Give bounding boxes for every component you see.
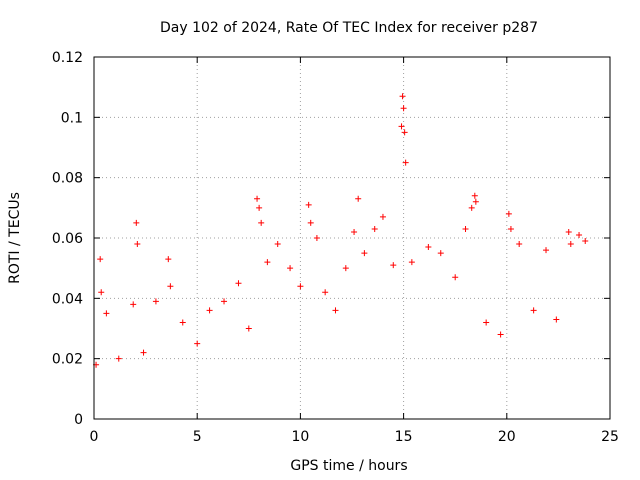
data-point (258, 219, 265, 226)
data-point (165, 256, 172, 263)
data-points (93, 93, 589, 368)
data-point (471, 192, 478, 199)
data-point (516, 241, 523, 248)
data-point (287, 265, 294, 272)
data-point (322, 289, 329, 296)
x-tick-label: 15 (395, 429, 413, 445)
data-point (355, 195, 362, 202)
data-point (361, 250, 368, 257)
data-point (483, 319, 490, 326)
data-point (254, 195, 261, 202)
data-point (543, 247, 550, 254)
data-point (567, 241, 574, 248)
data-point (305, 201, 312, 208)
data-point (130, 301, 137, 308)
data-point (462, 225, 469, 232)
data-point (505, 210, 512, 217)
data-point (371, 225, 378, 232)
data-point (98, 289, 105, 296)
data-point (221, 298, 228, 305)
data-point (400, 105, 407, 112)
data-point (530, 307, 537, 314)
data-point (307, 219, 314, 226)
data-point (401, 129, 408, 136)
data-point (553, 316, 560, 323)
y-tick-label: 0 (74, 412, 83, 428)
data-point (103, 310, 110, 317)
data-point (472, 198, 479, 205)
y-axis-label: ROTI / TECUs (7, 192, 23, 284)
data-point (274, 241, 281, 248)
x-tick-label: 10 (291, 429, 309, 445)
y-tick-label: 0.02 (52, 352, 83, 368)
data-point (408, 259, 415, 266)
data-point (332, 307, 339, 314)
data-point (167, 283, 174, 290)
data-point (115, 355, 122, 362)
data-point (179, 319, 186, 326)
data-point (576, 231, 583, 238)
y-tick-label: 0.04 (52, 291, 83, 307)
data-point (379, 213, 386, 220)
data-point (507, 225, 514, 232)
data-point (313, 235, 320, 241)
data-point (297, 283, 304, 290)
grid-lines (94, 57, 610, 419)
data-point (452, 274, 459, 281)
y-tick-label: 0.12 (52, 50, 83, 66)
y-tick-label: 0.1 (61, 110, 83, 126)
data-point (402, 159, 409, 166)
data-point (245, 325, 252, 332)
data-point (468, 204, 475, 211)
data-point (194, 340, 201, 347)
data-point (342, 265, 349, 272)
data-point (206, 307, 213, 314)
data-point (140, 349, 147, 356)
x-tick-label: 20 (498, 429, 516, 445)
data-point (425, 244, 432, 251)
data-point (582, 238, 589, 245)
x-tick-label: 25 (601, 429, 619, 445)
data-point (390, 262, 397, 269)
data-point (152, 298, 159, 305)
data-point (437, 250, 444, 257)
data-point (264, 259, 271, 266)
data-point (133, 219, 140, 226)
data-point (97, 256, 104, 263)
data-point (235, 280, 242, 287)
x-tick-label: 5 (193, 429, 202, 445)
data-point (351, 228, 358, 235)
axis-ticks: 0 5 10 15 20 25 0 0.02 0.04 0.06 0.08 0.1 0.12 (52, 50, 619, 445)
data-point (256, 204, 263, 211)
data-point (398, 123, 405, 130)
y-tick-label: 0.06 (52, 231, 83, 247)
data-point (497, 331, 504, 338)
chart-title: Day 102 of 2024, Rate Of TEC Index for r… (160, 20, 538, 36)
y-tick-label: 0.08 (52, 171, 83, 187)
x-axis-label: GPS time / hours (290, 458, 407, 474)
data-point (565, 228, 572, 235)
data-point (399, 93, 406, 100)
x-tick-label: 0 (90, 429, 99, 445)
data-point (134, 241, 141, 248)
